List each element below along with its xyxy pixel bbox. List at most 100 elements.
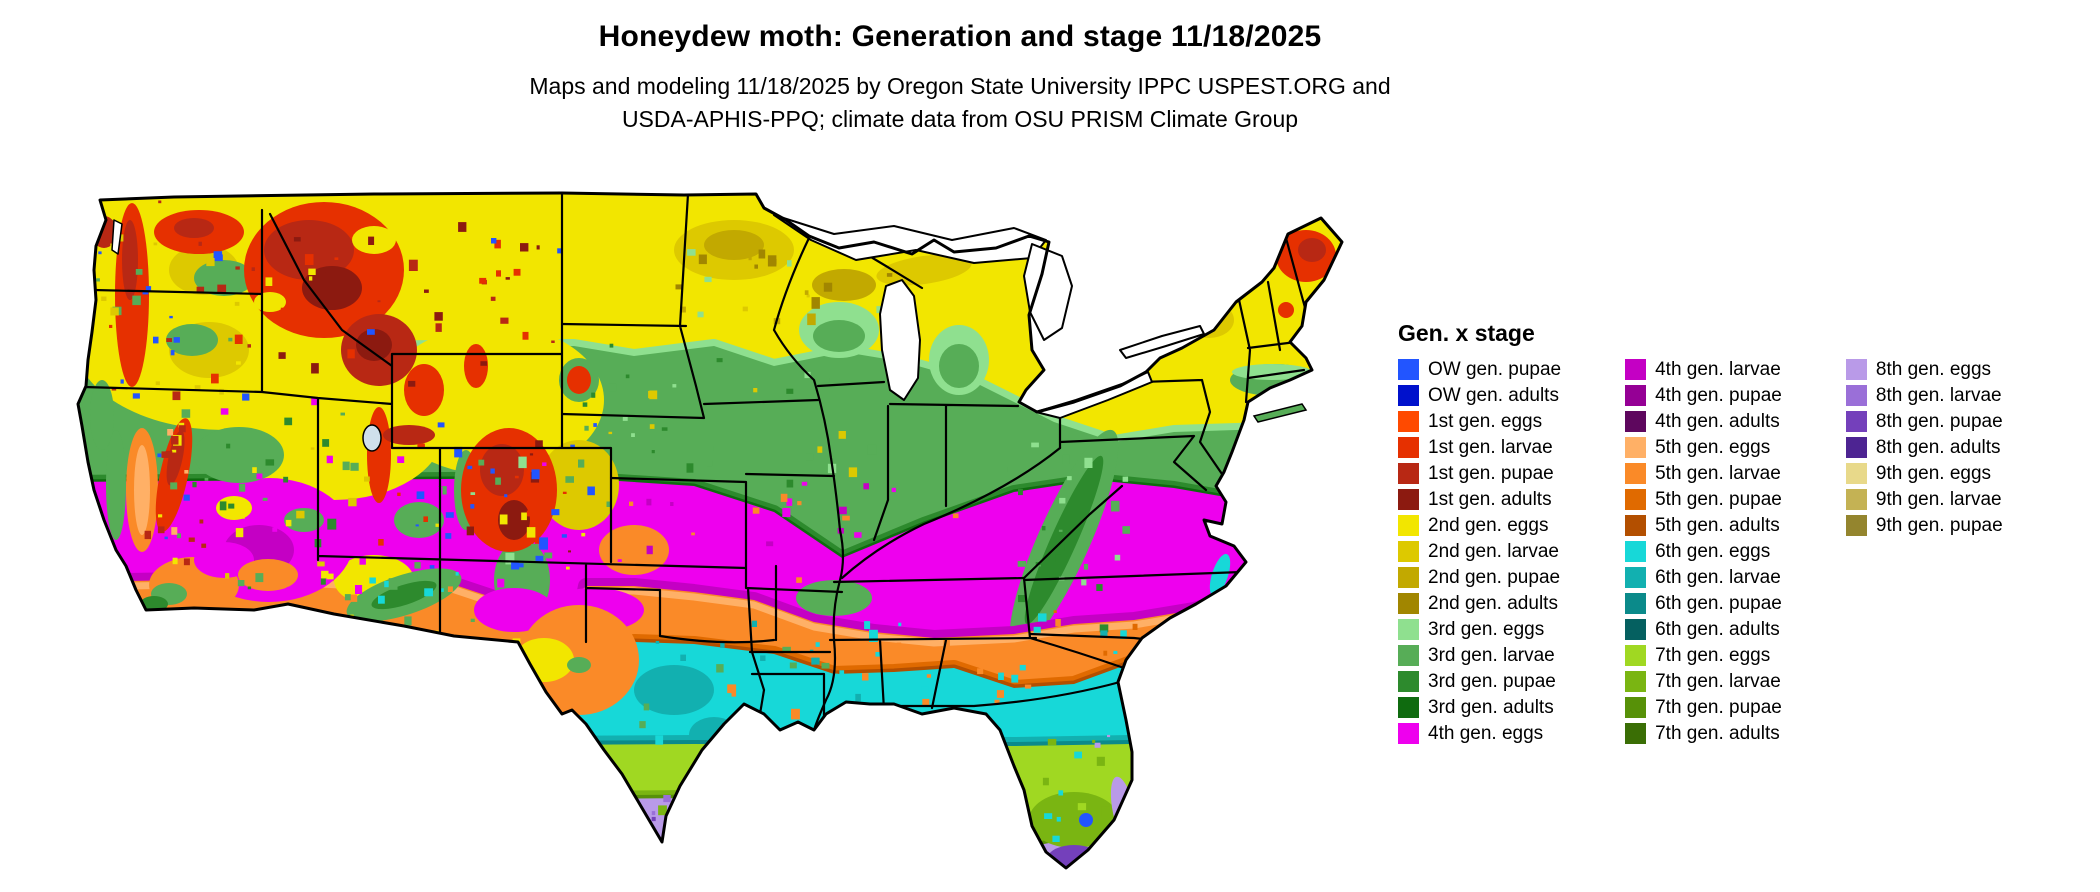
subtitle-line-1: Maps and modeling 11/18/2025 by Oregon S…: [529, 73, 1391, 99]
legend-swatch: [1625, 463, 1647, 484]
legend-item: 9th gen. larvae: [1845, 488, 2003, 510]
legend-item: 8th gen. pupae: [1845, 410, 2003, 432]
legend-swatch: [1625, 411, 1647, 432]
legend-item: 1st gen. pupae: [1398, 463, 1561, 484]
legend-item: 1st gen. adults: [1398, 489, 1561, 510]
legend-swatch: [1398, 411, 1419, 432]
legend-item: 8th gen. adults: [1845, 436, 2003, 458]
legend-item-label: OW gen. pupae: [1428, 358, 1562, 380]
legend-item: 4th gen. pupae: [1625, 385, 1782, 406]
legend-swatch: [1845, 515, 1867, 536]
legend-swatch: [1398, 489, 1419, 510]
legend: Gen. x stage OW gen. pupae OW gen. adult…: [1398, 320, 2003, 744]
us-generation-stage-map: [74, 190, 1354, 880]
legend-item-label: 6th gen. eggs: [1655, 540, 1771, 562]
page-subtitle: Maps and modeling 11/18/2025 by Oregon S…: [330, 70, 1590, 136]
legend-item-label: 6th gen. pupae: [1655, 592, 1782, 614]
legend-item: 6th gen. adults: [1625, 619, 1782, 640]
legend-item-label: 3rd gen. pupae: [1428, 670, 1556, 692]
legend-item-label: 9th gen. larvae: [1875, 488, 2002, 510]
legend-item: 1st gen. eggs: [1398, 411, 1561, 432]
legend-item: 7th gen. adults: [1625, 723, 1782, 744]
legend-swatch: [1845, 489, 1867, 510]
legend-item: 3rd gen. larvae: [1398, 645, 1561, 666]
legend-item: 3rd gen. pupae: [1398, 671, 1561, 692]
legend-item: 5th gen. eggs: [1625, 437, 1782, 458]
legend-item-label: 8th gen. pupae: [1875, 410, 2003, 432]
legend-swatch: [1398, 359, 1419, 380]
legend-item: 1st gen. larvae: [1398, 437, 1561, 458]
legend-item-label: 3rd gen. adults: [1428, 696, 1554, 718]
legend-item: 5th gen. pupae: [1625, 489, 1782, 510]
us-outline: [76, 191, 1344, 870]
legend-swatch: [1398, 385, 1419, 406]
legend-swatch: [1398, 541, 1419, 562]
legend-item-label: 8th gen. eggs: [1875, 358, 1992, 380]
legend-item-label: 2nd gen. eggs: [1428, 514, 1549, 536]
legend-item: 6th gen. larvae: [1625, 567, 1782, 588]
legend-item-label: 5th gen. larvae: [1655, 462, 1781, 484]
legend-swatch: [1398, 463, 1419, 484]
legend-item: 9th gen. pupae: [1845, 515, 2003, 536]
legend-item-label: 1st gen. larvae: [1428, 436, 1553, 458]
legend-item-label: 7th gen. eggs: [1655, 644, 1771, 666]
legend-item: 2nd gen. eggs: [1398, 515, 1561, 536]
legend-swatch: [1625, 723, 1647, 744]
legend-item: 5th gen. adults: [1625, 515, 1782, 536]
legend-item-label: 7th gen. larvae: [1655, 670, 1781, 692]
legend-swatch: [1845, 359, 1867, 380]
legend-item-label: OW gen. adults: [1428, 384, 1559, 406]
legend-item-label: 3rd gen. eggs: [1428, 618, 1545, 640]
legend-item-label: 7th gen. pupae: [1655, 696, 1782, 718]
legend-item-label: 4th gen. adults: [1655, 410, 1780, 432]
puget-sound: [111, 219, 123, 255]
legend-swatch: [1845, 463, 1867, 484]
legend-swatch: [1398, 619, 1419, 640]
legend-item: 4th gen. larvae: [1625, 359, 1782, 380]
legend-item-label: 5th gen. pupae: [1655, 488, 1782, 510]
legend-item-label: 7th gen. adults: [1655, 722, 1780, 744]
legend-swatch: [1625, 541, 1647, 562]
legend-item-label: 4th gen. pupae: [1655, 384, 1782, 406]
legend-swatch: [1398, 723, 1419, 744]
legend-item: 8th gen. eggs: [1845, 358, 2003, 380]
map-header: Honeydew moth: Generation and stage 11/1…: [330, 20, 1590, 136]
legend-item-label: 2nd gen. larvae: [1428, 540, 1559, 562]
legend-swatch: [1625, 567, 1647, 588]
legend-item: 2nd gen. adults: [1398, 593, 1561, 614]
legend-item-label: 5th gen. eggs: [1655, 436, 1771, 458]
legend-swatch: [1625, 593, 1647, 614]
legend-column-2: 4th gen. larvae 4th gen. pupae 4th gen. …: [1625, 359, 1782, 744]
legend-item-label: 6th gen. adults: [1655, 618, 1780, 640]
great-salt-lake: [362, 424, 382, 452]
legend-swatch: [1625, 619, 1647, 640]
legend-item: 9th gen. eggs: [1845, 463, 2003, 484]
state-borders: [82, 193, 1314, 732]
legend-item: 4th gen. eggs: [1398, 723, 1561, 744]
legend-item-label: 2nd gen. adults: [1428, 592, 1558, 614]
legend-swatch: [1398, 515, 1419, 536]
legend-item: OW gen. adults: [1398, 385, 1561, 406]
legend-swatch: [1625, 515, 1647, 536]
legend-item-label: 8th gen. adults: [1875, 436, 2001, 458]
legend-item: 7th gen. pupae: [1625, 697, 1782, 718]
legend-column-3: 8th gen. eggs 8th gen. larvae 8th gen. p…: [1845, 358, 2003, 536]
legend-columns: OW gen. pupae OW gen. adults 1st gen. eg…: [1398, 359, 2003, 744]
legend-item: OW gen. pupae: [1398, 359, 1561, 380]
legend-item: 3rd gen. adults: [1398, 697, 1561, 718]
legend-item: 2nd gen. pupae: [1398, 567, 1561, 588]
legend-swatch: [1398, 593, 1419, 614]
legend-item: 7th gen. larvae: [1625, 671, 1782, 692]
legend-item: 7th gen. eggs: [1625, 645, 1782, 666]
us-map-svg: [76, 191, 1344, 870]
legend-item-label: 1st gen. adults: [1428, 488, 1552, 510]
legend-title: Gen. x stage: [1398, 320, 1535, 346]
legend-swatch: [1625, 385, 1647, 406]
legend-swatch: [1625, 697, 1647, 718]
legend-item-label: 3rd gen. larvae: [1428, 644, 1555, 666]
legend-item: 3rd gen. eggs: [1398, 619, 1561, 640]
legend-item-label: 1st gen. eggs: [1428, 410, 1543, 432]
raster-speckle-layer: [96, 200, 1218, 868]
legend-item: 2nd gen. larvae: [1398, 541, 1561, 562]
legend-item: 5th gen. larvae: [1625, 463, 1782, 484]
